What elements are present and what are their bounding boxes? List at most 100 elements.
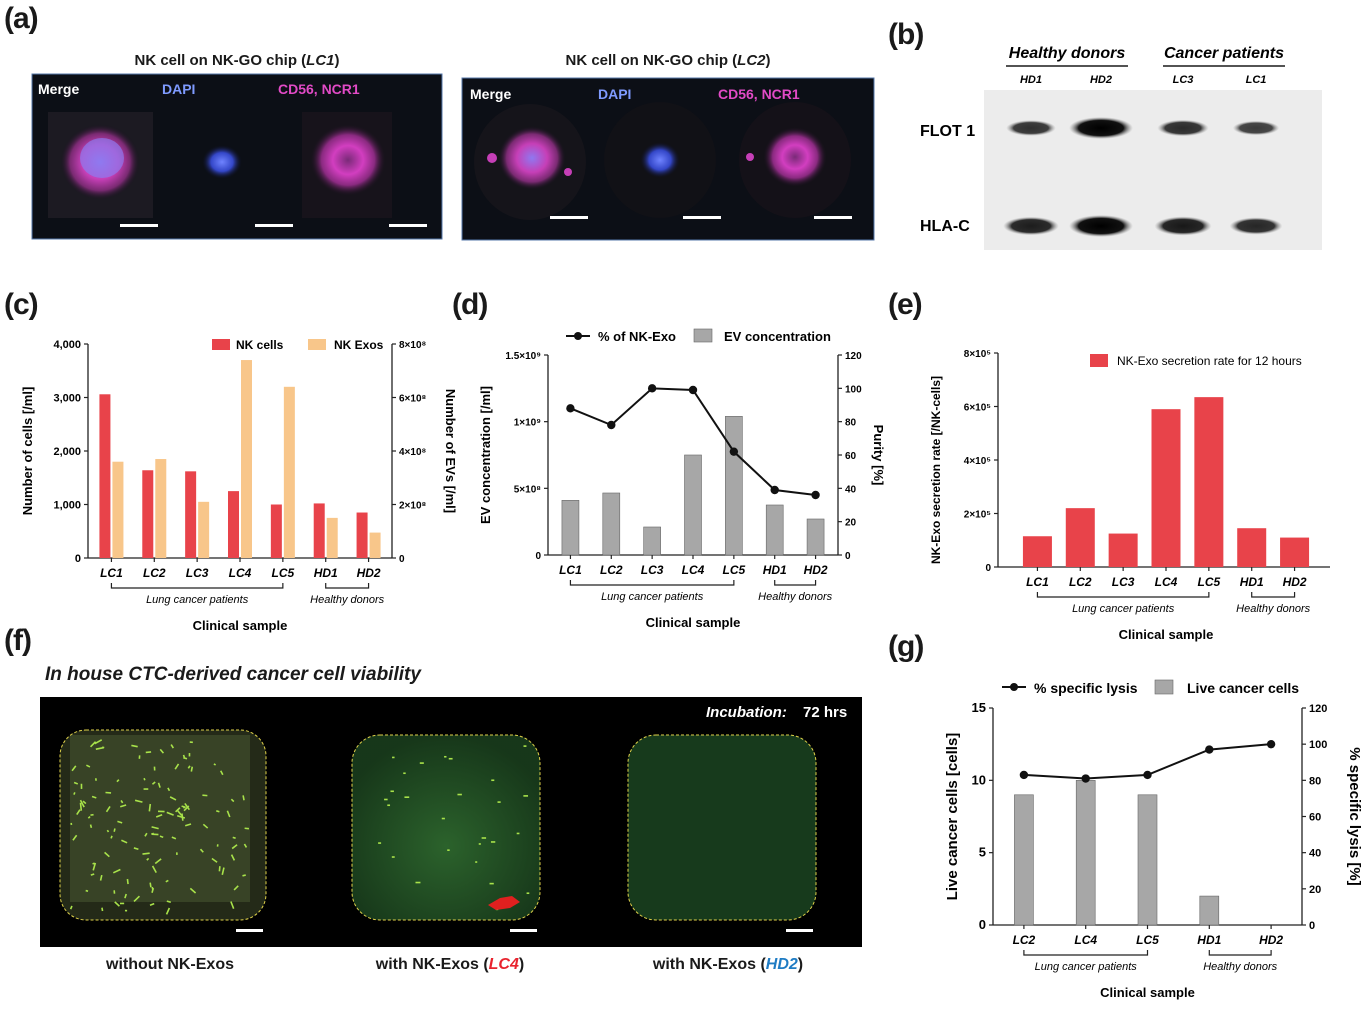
panel-a-right-label-dapi: DAPI bbox=[598, 86, 631, 102]
cell-speck bbox=[230, 901, 235, 909]
panel-a-left-title-sample: LC1 bbox=[306, 52, 335, 69]
y-tick-label-left: 1,000 bbox=[53, 500, 81, 512]
panel-a-left-title: NK cell on NK-GO chip (LC1) bbox=[32, 52, 442, 69]
chart-e: 0 2×10⁵ 4×10⁵ 6×10⁵ 8×10⁵ LC1 LC2 LC3 LC4 LC5 HD1 H… bbox=[929, 349, 1330, 642]
cell-speck bbox=[490, 841, 496, 843]
group-healthy-bracket bbox=[1208, 950, 1272, 956]
panel-f-caption-3-close: ) bbox=[797, 956, 804, 973]
cell-speck bbox=[226, 810, 231, 818]
y-tick-label-left: 2×10⁵ bbox=[964, 510, 992, 521]
bar-nk-cells bbox=[228, 491, 239, 558]
y-tick-label-left: 1×10⁹ bbox=[514, 418, 542, 429]
bar-nk-cells bbox=[313, 503, 325, 558]
panel-a-left-title-text: NK cell on NK-GO chip ( bbox=[134, 52, 307, 69]
legend-swatch-nk-cells bbox=[212, 339, 230, 350]
cell-speck bbox=[216, 810, 220, 813]
cell-speck bbox=[151, 886, 154, 890]
y-tick-label-left: 1.5×10⁹ bbox=[505, 351, 541, 362]
x-tick-label: LC2 bbox=[1069, 575, 1092, 589]
point-pct-nk-exo bbox=[647, 384, 657, 393]
y-tick-label-right: 100 bbox=[845, 384, 862, 395]
cell-speck bbox=[144, 832, 148, 837]
cell-speck bbox=[202, 794, 208, 797]
bar-live-cancer-cells bbox=[1199, 895, 1220, 926]
cell-speck bbox=[188, 753, 191, 757]
panel-a-right-label-cd56: CD56, NCR1 bbox=[718, 86, 800, 102]
bar-live-cancer-cells bbox=[1137, 794, 1158, 926]
x-tick-label: LC3 bbox=[641, 563, 664, 577]
cell-speck bbox=[143, 788, 149, 790]
legend-point-pct-nk-exo bbox=[574, 332, 582, 340]
panel-f-title: In house CTC-derived cancer cell viabili… bbox=[45, 664, 421, 685]
cell-speck bbox=[403, 772, 406, 775]
legend-label-live: Live cancer cells bbox=[1187, 680, 1299, 696]
group-lung-bracket bbox=[1036, 592, 1210, 598]
cell-speck bbox=[87, 815, 91, 819]
cell-speck bbox=[94, 739, 103, 745]
cell-speck bbox=[73, 792, 76, 795]
bar-ev-concentration bbox=[765, 504, 784, 556]
y-tick-label-right: 60 bbox=[845, 451, 857, 462]
panel-label-c: (c) bbox=[4, 288, 39, 321]
x-axis-title: Clinical sample bbox=[193, 618, 288, 633]
x-tick-label: LC4 bbox=[229, 566, 252, 580]
bar-ev-concentration bbox=[602, 492, 621, 556]
panel-b-western-blot: Healthy donors Cancer patients HD1 HD2 L… bbox=[920, 45, 1322, 250]
cell-speck bbox=[110, 835, 113, 839]
bar-nk-exos bbox=[241, 360, 252, 558]
y-tick-label-left: 5 bbox=[979, 845, 986, 860]
bar-secretion-rate bbox=[1194, 397, 1224, 567]
cell-speck bbox=[126, 878, 129, 885]
x-tick-label: LC5 bbox=[1136, 933, 1159, 947]
group-lung-bracket bbox=[569, 580, 735, 586]
cell-speck bbox=[230, 798, 235, 803]
cell-speck bbox=[523, 795, 529, 797]
y-tick-label-right: 0 bbox=[1309, 920, 1315, 932]
legend-label-lysis: % specific lysis bbox=[1034, 680, 1138, 696]
cell-speck bbox=[70, 822, 73, 826]
legend-swatch-live bbox=[1154, 679, 1174, 695]
panel-label-a: (a) bbox=[4, 2, 39, 35]
y-tick-label-right: 120 bbox=[845, 351, 862, 362]
cell-speck bbox=[92, 862, 95, 865]
band-hlac bbox=[1229, 217, 1283, 235]
bar-nk-exos bbox=[326, 517, 338, 558]
cell-speck bbox=[444, 755, 447, 758]
cell-speck bbox=[119, 804, 127, 808]
group-lung-label: Lung cancer patients bbox=[146, 594, 249, 606]
panel-label-d: (d) bbox=[452, 288, 488, 321]
panel-f-red-cluster bbox=[488, 896, 520, 910]
legend-label-nk-cells: NK cells bbox=[236, 338, 284, 352]
cell-speck bbox=[124, 893, 128, 899]
x-axis-title: Clinical sample bbox=[1100, 985, 1195, 1000]
bar-nk-cells bbox=[270, 504, 282, 558]
panel-f-chip-3 bbox=[627, 734, 817, 932]
band-hlac bbox=[1003, 216, 1059, 236]
y-tick-label-left: 5×10⁸ bbox=[514, 484, 542, 495]
point-pct-nk-exo bbox=[811, 490, 820, 500]
y-tick-label-left: 0 bbox=[985, 563, 991, 574]
y-tick-label-right: 2×10⁸ bbox=[399, 501, 427, 512]
cell-speck bbox=[182, 806, 186, 809]
x-tick-label: LC1 bbox=[100, 566, 123, 580]
cell-speck bbox=[114, 901, 120, 907]
panel-a-left-micrograph: Merge DAPI CD56, NCR1 bbox=[31, 73, 443, 240]
x-tick-label: HD1 bbox=[1240, 575, 1264, 589]
cell-speck bbox=[242, 795, 245, 801]
cell-speck bbox=[170, 744, 175, 749]
y-tick-label-left: 10 bbox=[972, 772, 986, 787]
cell-speck bbox=[90, 873, 95, 876]
point-pct-nk-exo bbox=[607, 420, 616, 430]
cell-speck bbox=[153, 766, 156, 771]
y-tick-label-right: 120 bbox=[1309, 703, 1327, 715]
panel-a-right-title-text: NK cell on NK-GO chip ( bbox=[565, 52, 738, 69]
cell-speck bbox=[91, 795, 97, 799]
bar-ev-concentration bbox=[806, 518, 825, 556]
x-tick-label: HD2 bbox=[357, 566, 381, 580]
cell-speck bbox=[89, 824, 93, 829]
cell-speck bbox=[404, 796, 410, 799]
cell-speck bbox=[242, 874, 246, 877]
cell-speck bbox=[230, 854, 236, 861]
y-tick-label-right: 60 bbox=[1309, 812, 1321, 824]
legend-label-nk-exos: NK Exos bbox=[334, 338, 384, 352]
